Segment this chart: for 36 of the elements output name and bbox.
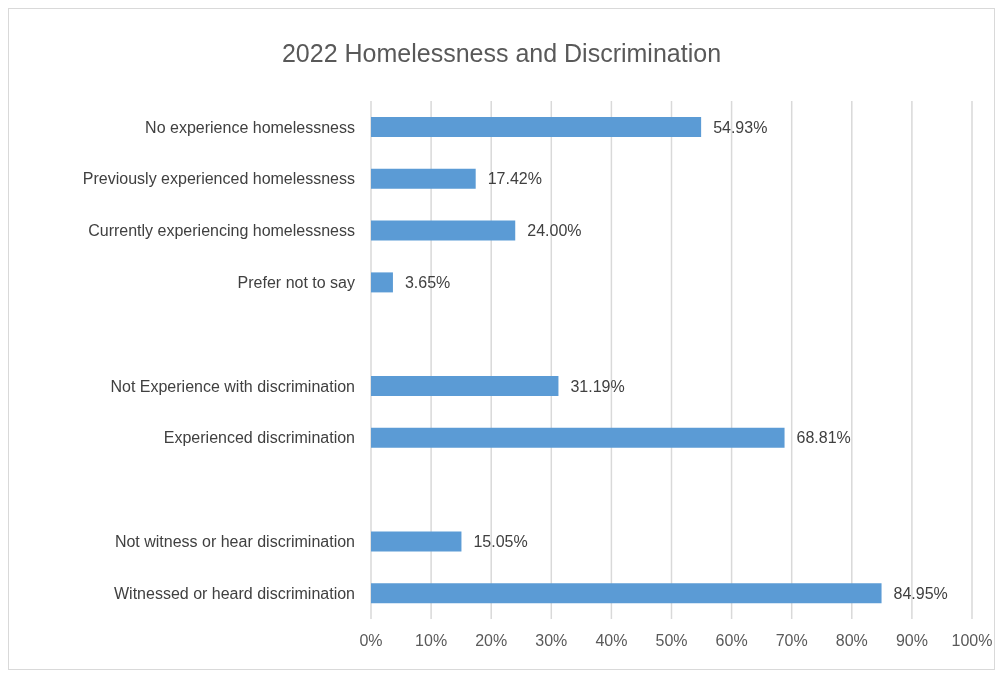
bar [371,272,393,293]
bar [371,168,476,189]
bar [371,376,559,396]
bar [371,117,702,137]
y-tick-label: Previously experienced homelessness [82,170,355,188]
bar [371,583,882,604]
bar [371,220,516,241]
data-label: 84.95% [893,584,948,602]
x-tick-label: 70% [775,632,808,650]
bar [371,531,462,552]
y-tick-label: Not Experience with discrimination [110,377,355,395]
bar [371,427,785,448]
x-tick-label: 40% [595,632,628,650]
chart-title: 2022 Homelessness and Discrimination [280,38,723,69]
x-tick-label: 30% [535,632,568,650]
y-tick-label: Witnessed or heard discrimination [114,584,355,602]
data-label: 24.00% [527,222,582,240]
data-label: 15.05% [473,533,528,551]
y-tick-label: Experienced discrimination [163,429,355,447]
x-tick-label: 20% [475,632,508,650]
x-tick-label: 50% [655,632,688,650]
data-label: 3.65% [404,274,451,292]
y-tick-label: Prefer not to say [237,273,355,291]
data-label: 17.42% [487,170,542,188]
data-label: 54.93% [713,118,768,136]
x-tick-label: 80% [835,632,868,650]
x-tick-label: 10% [415,632,448,650]
data-label: 31.19% [570,377,625,395]
y-tick-label: No experience homelessness [145,118,355,136]
y-tick-label: Not witness or hear discrimination [114,532,355,550]
x-tick-label: 90% [895,632,928,650]
x-tick-label: 60% [715,632,748,650]
x-tick-label: 100% [951,632,993,650]
y-tick-label: Currently experiencing homelessness [88,222,355,240]
x-tick-label: 0% [359,632,383,650]
data-label: 68.81% [796,429,851,447]
